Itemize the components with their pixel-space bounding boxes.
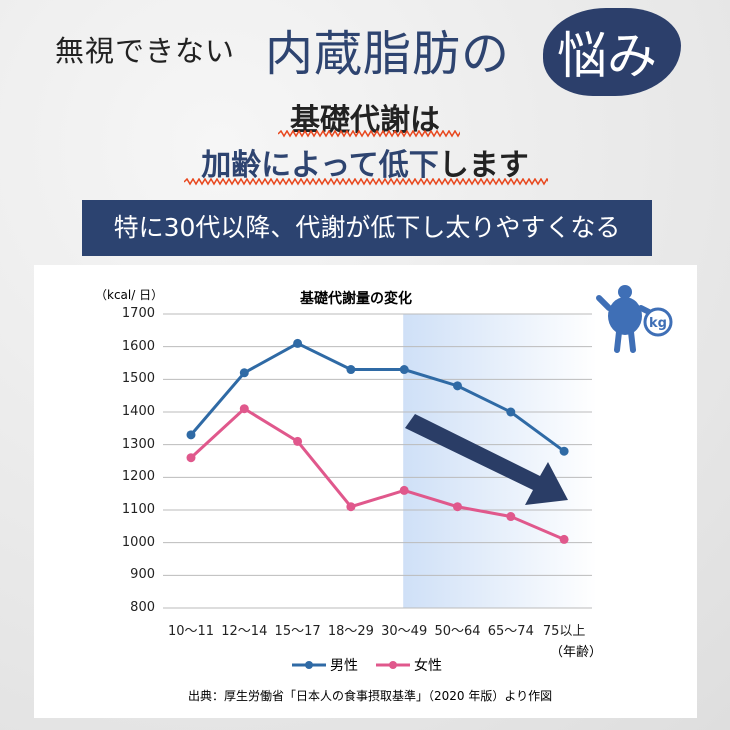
decline-arrow-icon: [405, 414, 568, 505]
x-tick-label: 15〜17: [274, 624, 321, 639]
data-point: [453, 502, 462, 512]
y-axis-label: （kcal/ 日）: [95, 288, 164, 302]
wavy-underline: [184, 178, 548, 186]
y-tick-label: 1200: [121, 469, 155, 485]
y-tick-label: 900: [130, 567, 155, 583]
data-point: [186, 453, 196, 463]
y-tick-label: 1600: [121, 338, 155, 354]
legend-female-marker: [376, 661, 410, 669]
x-tick-label: 50〜64: [434, 624, 481, 639]
data-point: [506, 512, 516, 522]
chart-title: 基礎代謝量の変化: [300, 291, 412, 307]
y-tick-label: 1100: [121, 502, 155, 517]
data-point: [453, 381, 462, 391]
legend-male: 男性: [330, 658, 358, 674]
subtitle-accent: 加齢によって低下: [201, 148, 439, 183]
x-axis-label: （年齢）: [550, 645, 603, 660]
x-tick-label: 30〜49: [381, 624, 428, 639]
headline-lead: 無視できない: [55, 34, 236, 68]
badge-text: 悩み: [557, 27, 657, 85]
subtitle-line2: 加齢によって低下します: [0, 140, 730, 184]
y-tick-label: 800: [130, 600, 155, 615]
y-tick-label: 1700: [121, 306, 155, 321]
data-point: [346, 365, 356, 375]
x-tick-label: 65〜74: [487, 624, 534, 639]
banner: 特に30代以降、代謝が低下し太りやすくなる: [82, 200, 652, 256]
legend-male-marker: [292, 661, 326, 669]
data-point: [239, 404, 249, 414]
subtitle-rest: します: [438, 148, 529, 183]
legend-female: 女性: [414, 658, 442, 674]
x-tick-label: 75以上: [542, 624, 586, 639]
series-line-female: [189, 406, 565, 541]
x-tick-label: 10〜11: [167, 624, 215, 639]
data-point: [399, 365, 409, 375]
data-point: [346, 502, 356, 512]
y-tick-label: 1300: [121, 436, 155, 452]
data-point: [559, 534, 569, 544]
series-line-male: [189, 341, 565, 453]
headline-badge: 悩み: [543, 8, 681, 96]
fat-person-kg-icon: kg: [596, 285, 673, 353]
wavy-underline: [278, 130, 460, 138]
y-tick-label: 1400: [121, 404, 155, 419]
data-point: [506, 407, 516, 417]
x-tick-label: 12〜14: [221, 624, 268, 639]
data-point: [293, 338, 303, 348]
data-point: [239, 368, 249, 378]
data-point: [399, 485, 409, 495]
data-point: [293, 436, 303, 446]
headline-main: 内蔵脂肪の: [265, 26, 511, 82]
data-point: [186, 430, 196, 440]
kg-label: kg: [649, 316, 667, 331]
y-tick-label: 1500: [121, 371, 155, 387]
legend: 男性 女性: [292, 655, 442, 675]
y-tick-label: 1000: [121, 534, 155, 550]
source-note: 出典：厚生労働省「日本人の食事摂取基準」（2020 年版）より作図: [188, 689, 553, 703]
x-tick-label: 18〜29: [327, 624, 374, 639]
data-point: [559, 446, 569, 456]
